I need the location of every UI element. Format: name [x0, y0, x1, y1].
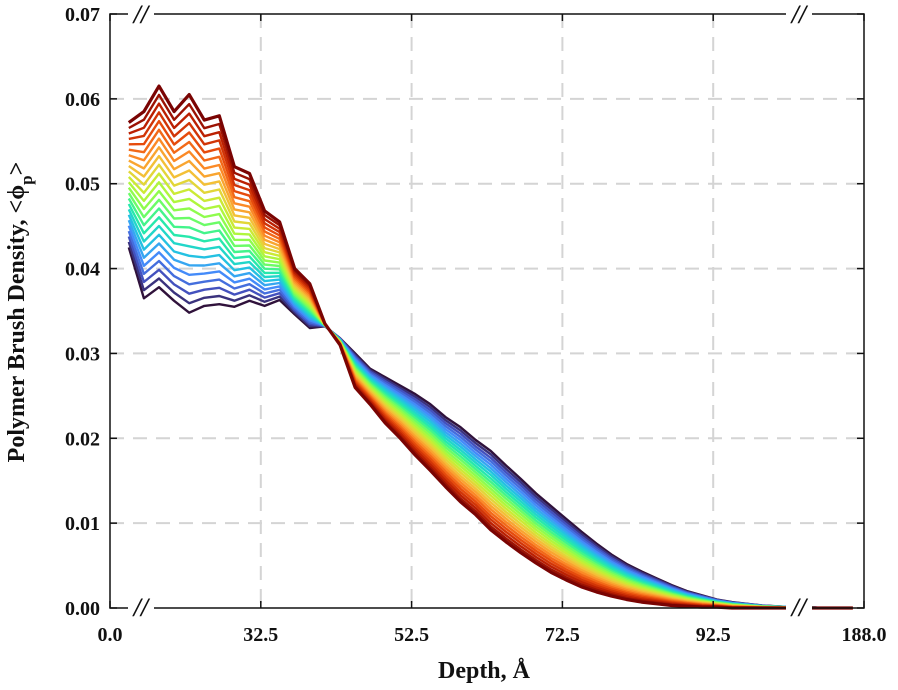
axis-break-mark-top-left: // — [132, 0, 151, 29]
series-line-2 — [127, 241, 853, 610]
x-tick-label: 188.0 — [842, 624, 887, 646]
y-tick-label: 0.04 — [65, 259, 100, 281]
y-tick-label: 0.01 — [65, 513, 100, 535]
series-line-24 — [127, 84, 853, 610]
axis-break-mark-bottom-right: // — [790, 593, 809, 622]
series-line-10 — [127, 197, 853, 610]
plot-frame — [109, 13, 865, 609]
series-line-1 — [127, 247, 853, 610]
y-axis-title-subscript: p — [17, 175, 36, 184]
y-tick-label: 0.03 — [65, 343, 100, 365]
break-mask-top-left — [128, 4, 154, 22]
series-line-3 — [127, 236, 853, 610]
series-line-7 — [127, 214, 853, 610]
y-tick-label: 0.06 — [65, 89, 100, 111]
series-line-20 — [128, 119, 853, 610]
series-line-6 — [127, 219, 853, 610]
break-mask-bottom-left — [128, 598, 154, 616]
y-axis-title: Polymer Brush Density, <ϕp> — [4, 162, 36, 463]
y-tick-label: 0.05 — [65, 174, 100, 196]
series-line-22 — [128, 102, 853, 610]
y-axis-title-close: > — [4, 162, 30, 176]
y-tick-label: 0.02 — [65, 428, 100, 450]
series-line-4 — [127, 230, 853, 610]
series-line-21 — [128, 111, 853, 610]
series-group — [127, 84, 853, 610]
y-tick-label: 0.00 — [65, 598, 100, 620]
series-line-16 — [128, 154, 853, 610]
series-line-5 — [127, 225, 853, 610]
x-tick-label: 52.5 — [394, 624, 429, 646]
y-axis-title-main: Polymer Brush Density, <ϕ — [4, 185, 30, 463]
x-tick-label: 72.5 — [545, 624, 580, 646]
y-tick-label: 0.07 — [65, 4, 100, 26]
axis-break-mark-bottom-left: // — [132, 593, 151, 622]
series-line-19 — [128, 128, 853, 610]
y-axis: 0.00 0.01 0.02 0.03 0.04 0.05 0.06 0.07 — [65, 4, 864, 620]
series-line-11 — [127, 192, 853, 610]
series-line-15 — [128, 163, 853, 610]
x-axis: 0.0 32.5 52.5 72.5 92.5 188.0 — [98, 14, 887, 646]
x-axis-title: Depth, Å — [438, 658, 531, 684]
break-mask-bottom-right — [786, 598, 812, 616]
break-mask-top-right — [786, 4, 812, 22]
x-tick-label: 0.0 — [98, 624, 123, 646]
axis-break-mark-top-right: // — [790, 0, 809, 29]
x-tick-label: 32.5 — [243, 624, 278, 646]
x-tick-label: 92.5 — [696, 624, 731, 646]
